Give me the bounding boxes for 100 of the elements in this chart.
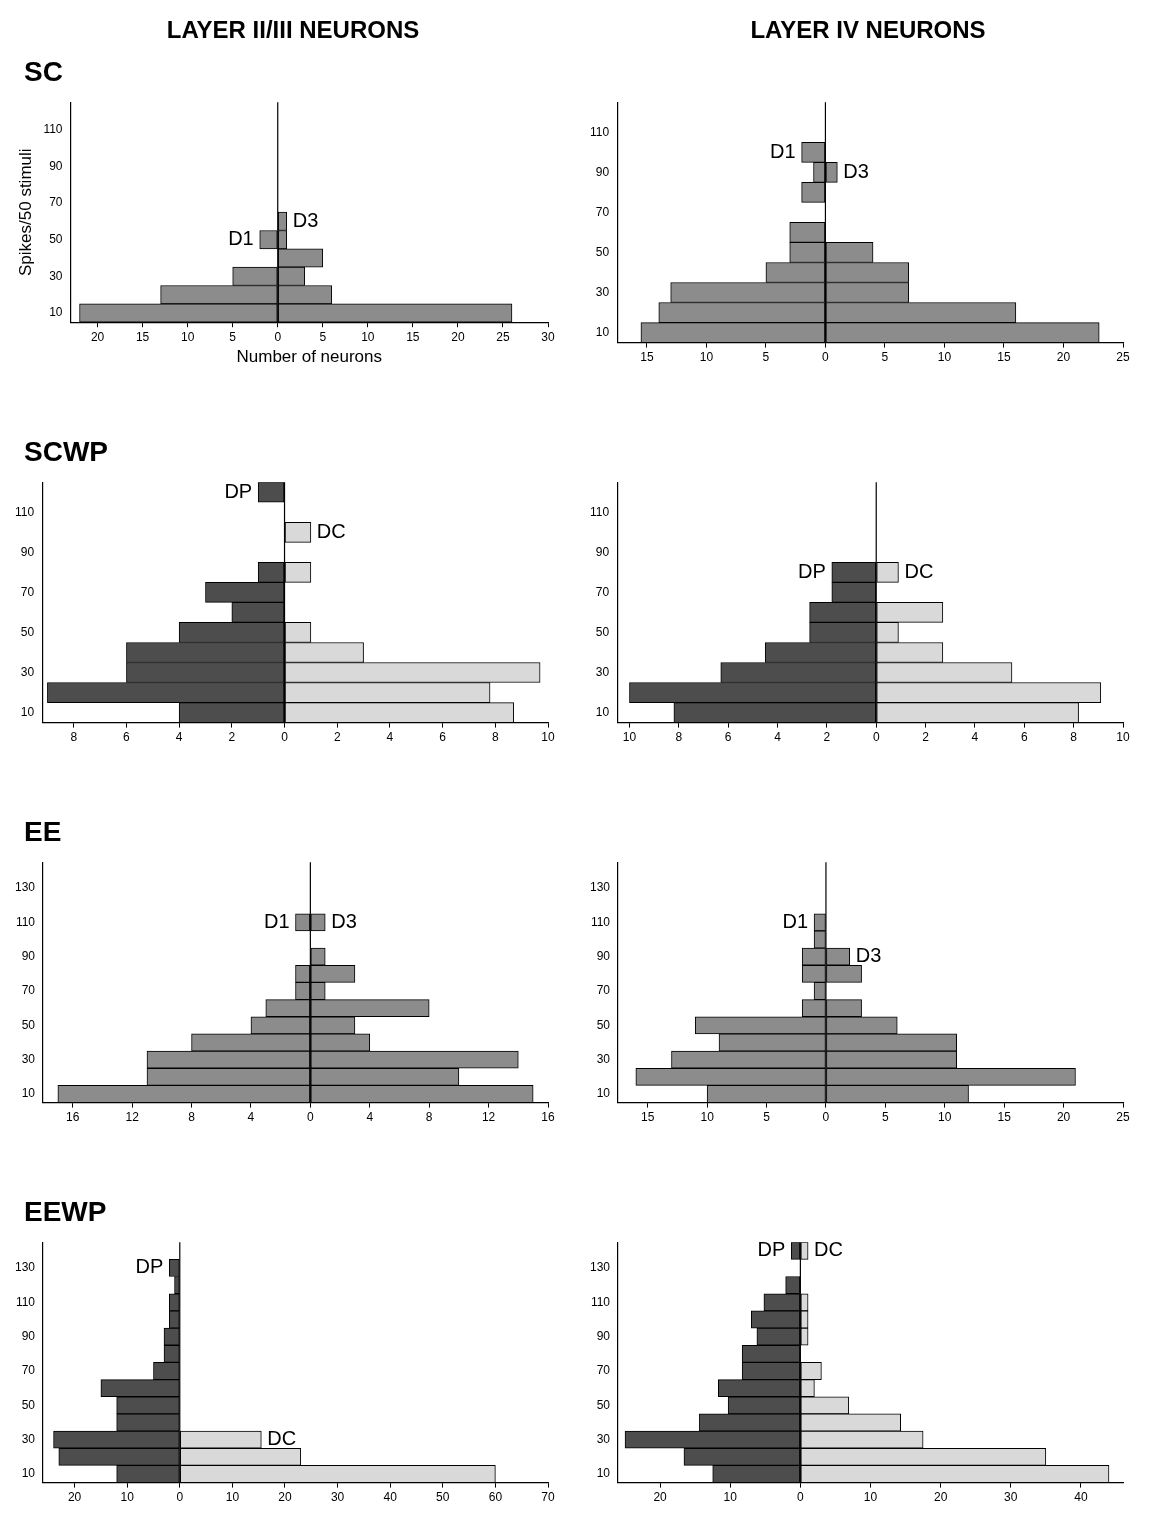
series-label: DP	[224, 479, 253, 502]
x-tick-label: 4	[175, 730, 183, 745]
x-tick-label: 6	[724, 730, 732, 745]
x-tick-label: 30	[330, 1490, 345, 1505]
x-tick-label: 10	[361, 329, 375, 344]
y-tick-label: 50	[20, 624, 35, 639]
x-tick-label: 5	[229, 329, 237, 344]
y-tick-label: 110	[14, 504, 35, 519]
y-tick-label: 130	[14, 880, 36, 895]
chart-subtitle: EEWP	[23, 1195, 108, 1229]
x-tick-label: 10	[937, 350, 952, 365]
chart-subtitle: SCWP	[23, 435, 109, 469]
x-tick-label: 20	[451, 329, 465, 344]
y-tick-label: 50	[49, 232, 63, 247]
y-tick-label: 50	[21, 1397, 36, 1412]
series-label: DC	[267, 1427, 297, 1450]
x-tick-label: 5	[881, 350, 889, 365]
x-tick-label: 4	[774, 730, 782, 745]
x-tick-label: 30	[1004, 1490, 1018, 1505]
y-axis-title: Spikes/50 stimuli	[15, 148, 35, 276]
x-tick-label: 8	[675, 730, 683, 745]
x-tick-label: 8	[188, 1110, 196, 1125]
x-tick-label: 10	[225, 1490, 240, 1505]
x-tick-label: 10	[541, 730, 555, 745]
x-tick-label: 20	[933, 1490, 948, 1505]
x-tick-label: 0	[822, 350, 830, 365]
x-tick-label: 20	[278, 1490, 292, 1505]
y-tick-label: 30	[596, 1431, 611, 1446]
x-tick-label: 25	[496, 329, 510, 344]
series-label: DC	[316, 519, 346, 542]
x-axis-title: Number of neurons	[236, 347, 383, 367]
y-tick-label: 50	[21, 1017, 36, 1032]
x-tick-label: 0	[274, 329, 282, 344]
x-tick-label: 6	[123, 730, 131, 745]
y-tick-label: 30	[595, 284, 610, 299]
x-tick-label: 20	[1056, 350, 1071, 365]
x-tick-label: 10	[180, 329, 195, 344]
x-tick-label: 0	[307, 1110, 315, 1125]
x-tick-label: 10	[723, 1490, 738, 1505]
x-tick-label: 20	[653, 1490, 668, 1505]
x-tick-label: 0	[281, 730, 289, 745]
x-tick-label: 40	[383, 1490, 398, 1505]
y-tick-label: 50	[596, 1017, 611, 1032]
x-tick-label: 10	[699, 350, 714, 365]
y-tick-label: 70	[596, 983, 611, 998]
x-tick-label: 10	[700, 1110, 715, 1125]
y-tick-label: 30	[596, 1051, 611, 1066]
series-label: D3	[843, 159, 869, 182]
series-label: D3	[331, 909, 357, 932]
y-tick-label: 30	[21, 1051, 36, 1066]
y-tick-label: 70	[49, 195, 63, 210]
y-tick-label: 70	[595, 204, 610, 219]
x-tick-label: 10	[120, 1490, 135, 1505]
x-tick-label: 8	[491, 730, 499, 745]
y-tick-label: 10	[595, 704, 610, 719]
y-tick-label: 130	[14, 1260, 36, 1275]
x-tick-label: 30	[541, 329, 555, 344]
x-tick-label: 4	[366, 1110, 374, 1125]
y-tick-label: 10	[21, 1466, 36, 1481]
x-tick-label: 0	[822, 1110, 830, 1125]
x-tick-label: 4	[247, 1110, 255, 1125]
y-tick-label: 10	[20, 704, 35, 719]
y-tick-label: 50	[595, 244, 610, 259]
x-tick-label: 5	[882, 1110, 890, 1125]
y-tick-label: 10	[49, 305, 63, 320]
x-tick-label: 6	[1020, 730, 1028, 745]
x-tick-label: 60	[488, 1490, 503, 1505]
chart-subtitle: EE	[23, 815, 63, 849]
y-tick-label: 10	[596, 1466, 611, 1481]
x-tick-label: 16	[541, 1110, 555, 1125]
x-tick-label: 6	[439, 730, 447, 745]
x-tick-label: 0	[176, 1490, 184, 1505]
x-tick-label: 50	[436, 1490, 450, 1505]
x-tick-label: 8	[425, 1110, 433, 1125]
y-tick-label: 110	[589, 504, 610, 519]
x-tick-label: 2	[922, 730, 930, 745]
x-tick-label: 10	[1116, 730, 1130, 745]
series-label: DC	[904, 559, 934, 582]
x-tick-label: 0	[872, 730, 880, 745]
y-tick-label: 50	[595, 624, 610, 639]
x-tick-label: 15	[997, 350, 1011, 365]
y-tick-label: 10	[596, 1086, 611, 1101]
x-tick-label: 4	[386, 730, 394, 745]
y-tick-label: 30	[20, 664, 35, 679]
x-tick-label: 15	[135, 329, 150, 344]
x-tick-label: 40	[1074, 1490, 1088, 1505]
x-tick-label: 16	[66, 1110, 80, 1125]
y-tick-label: 130	[589, 1260, 611, 1275]
x-tick-label: 5	[763, 1110, 771, 1125]
x-tick-label: 15	[640, 350, 654, 365]
x-tick-label: 5	[762, 350, 770, 365]
y-tick-label: 10	[21, 1086, 36, 1101]
x-tick-label: 4	[971, 730, 979, 745]
y-tick-label: 50	[596, 1397, 611, 1412]
y-tick-label: 70	[21, 983, 36, 998]
x-tick-label: 20	[67, 1490, 82, 1505]
y-tick-label: 30	[21, 1431, 36, 1446]
y-tick-label: 90	[21, 948, 36, 963]
chart-title: LAYER II/III NEURONS	[165, 15, 421, 45]
x-tick-label: 2	[333, 730, 341, 745]
